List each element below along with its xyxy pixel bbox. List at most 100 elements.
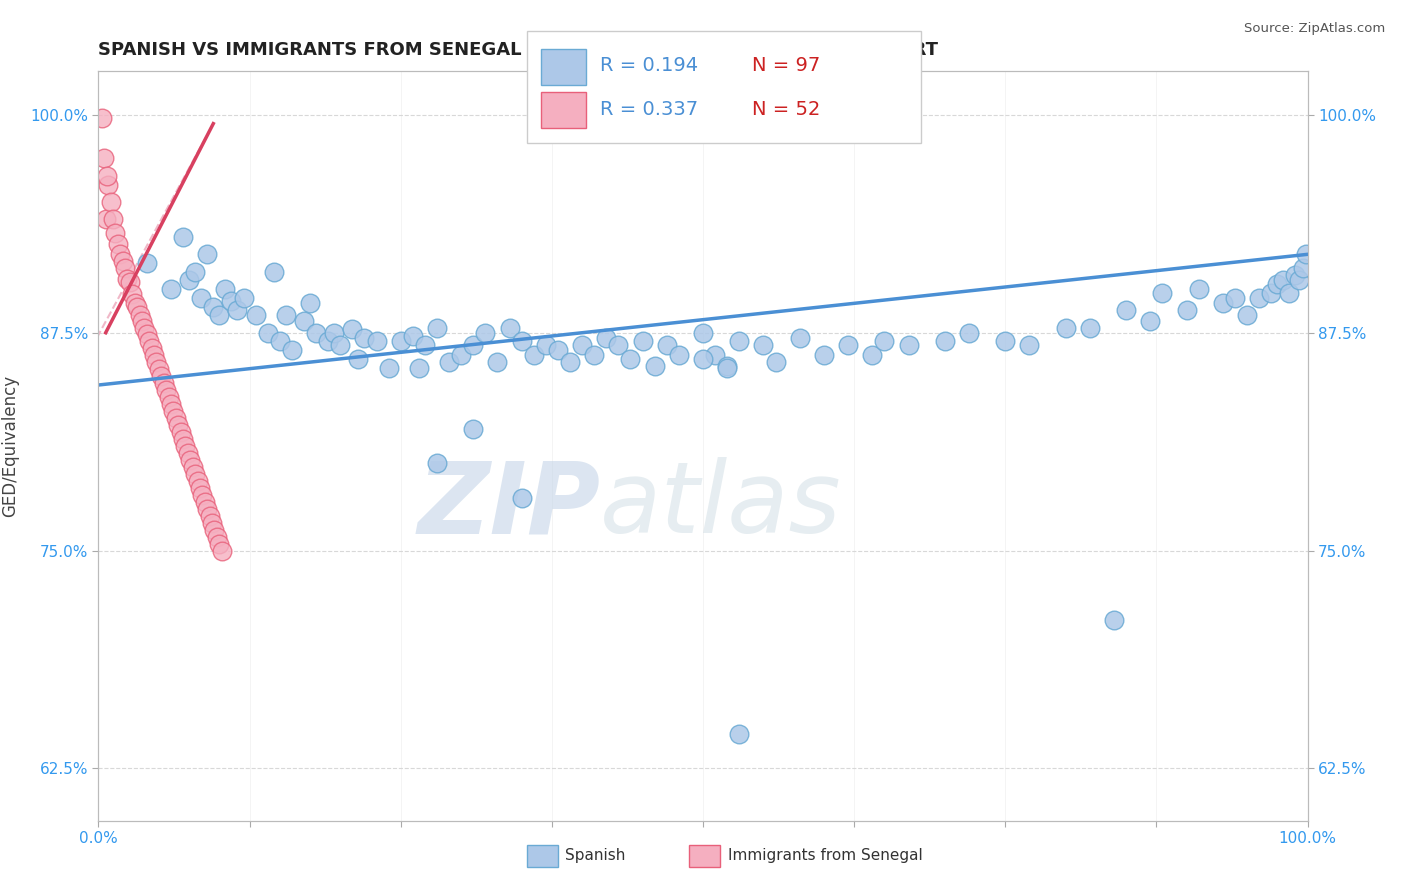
Point [190, 291, 212, 305]
Point [377, 360, 399, 375]
Point [208, 536, 231, 550]
Point [179, 453, 201, 467]
Point [194, 495, 217, 509]
Point [187, 474, 209, 488]
Point [1078, 320, 1101, 334]
Point [408, 360, 430, 375]
Point [1115, 303, 1137, 318]
Point [728, 334, 751, 349]
Point [181, 459, 204, 474]
Point [426, 320, 449, 334]
Point [558, 355, 581, 369]
Point [1054, 320, 1077, 334]
Point [177, 446, 200, 460]
Point [128, 308, 150, 322]
Point [510, 491, 533, 506]
Point [292, 313, 315, 327]
Point [281, 343, 304, 358]
Point [413, 338, 436, 352]
Point [160, 397, 183, 411]
Point [1267, 277, 1289, 291]
Point [1295, 247, 1317, 261]
Text: Immigrants from Senegal: Immigrants from Senegal [728, 848, 924, 863]
Point [450, 348, 472, 362]
Point [1249, 291, 1271, 305]
Point [131, 313, 153, 327]
Point [256, 326, 278, 340]
Text: N = 52: N = 52 [752, 100, 821, 120]
Point [145, 355, 167, 369]
Point [1272, 273, 1295, 287]
Point [1288, 273, 1310, 287]
Text: N = 97: N = 97 [752, 55, 821, 75]
Point [934, 334, 956, 349]
Point [117, 271, 139, 285]
Point [716, 360, 738, 375]
Point [595, 331, 617, 345]
Point [184, 265, 207, 279]
Point [205, 530, 228, 544]
Point [813, 348, 835, 362]
Point [208, 308, 231, 322]
Y-axis label: GED/Equivalency: GED/Equivalency [1, 375, 18, 517]
Point [138, 334, 160, 349]
Point [644, 359, 666, 373]
Point [463, 421, 485, 435]
Point [141, 342, 163, 356]
Point [232, 291, 254, 305]
Text: ZIP: ZIP [418, 458, 600, 555]
Point [191, 488, 214, 502]
Point [160, 282, 183, 296]
Point [211, 543, 233, 558]
Point [353, 331, 375, 345]
Point [111, 254, 134, 268]
Point [101, 212, 124, 227]
Point [1139, 313, 1161, 327]
Point [148, 362, 170, 376]
Point [96, 169, 118, 183]
Point [765, 355, 787, 369]
Point [1223, 291, 1246, 305]
Point [172, 432, 194, 446]
Point [704, 348, 727, 362]
Point [221, 294, 243, 309]
Point [523, 348, 546, 362]
Point [143, 348, 166, 362]
Point [837, 338, 859, 352]
Point [752, 338, 775, 352]
Point [1236, 308, 1258, 322]
Point [1175, 303, 1198, 318]
Point [157, 390, 180, 404]
Point [174, 439, 197, 453]
Point [167, 418, 190, 433]
Point [165, 411, 187, 425]
Point [323, 326, 346, 340]
Point [299, 296, 322, 310]
Point [214, 282, 236, 296]
Point [402, 329, 425, 343]
Point [195, 501, 218, 516]
Point [728, 726, 751, 740]
Point [121, 287, 143, 301]
Point [135, 256, 157, 270]
Point [1260, 285, 1282, 300]
Point [152, 376, 174, 391]
Point [97, 178, 120, 192]
Point [366, 334, 388, 349]
Point [100, 195, 122, 210]
Text: SPANISH VS IMMIGRANTS FROM SENEGAL GED/EQUIVALENCY CORRELATION CHART: SPANISH VS IMMIGRANTS FROM SENEGAL GED/E… [98, 41, 938, 59]
Point [202, 300, 225, 314]
Point [1018, 338, 1040, 352]
Point [1102, 613, 1125, 627]
Text: atlas: atlas [600, 458, 842, 555]
Point [195, 247, 218, 261]
Point [91, 112, 114, 126]
Point [226, 303, 249, 318]
Text: R = 0.194: R = 0.194 [600, 55, 699, 75]
Point [201, 516, 224, 530]
Point [426, 457, 449, 471]
Point [104, 227, 127, 241]
Point [107, 236, 129, 251]
Point [619, 351, 641, 366]
Point [204, 523, 226, 537]
